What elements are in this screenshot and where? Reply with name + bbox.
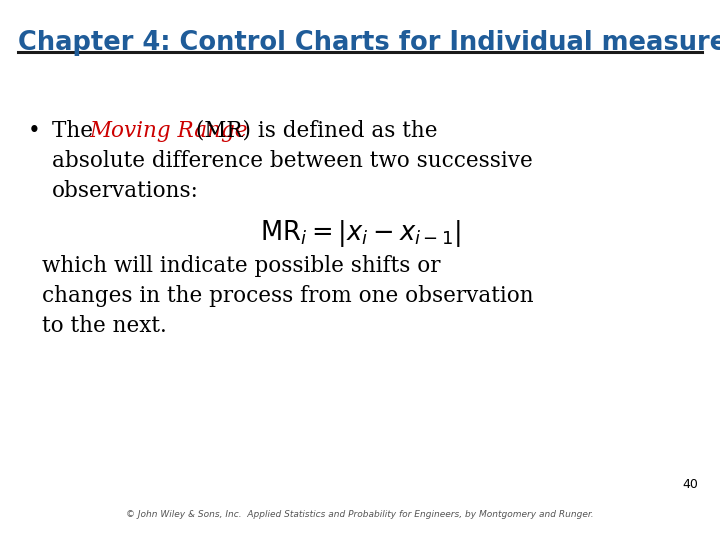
Text: Moving Range: Moving Range [89,120,248,142]
Text: to the next.: to the next. [42,315,167,337]
Text: $\mathrm{MR}_i = |x_i - x_{i-1}|$: $\mathrm{MR}_i = |x_i - x_{i-1}|$ [260,218,461,249]
Text: changes in the process from one observation: changes in the process from one observat… [42,285,534,307]
Text: observations:: observations: [52,180,199,202]
Text: 40: 40 [682,478,698,491]
Text: The: The [52,120,100,142]
Text: which will indicate possible shifts or: which will indicate possible shifts or [42,255,441,277]
Text: •: • [28,120,41,142]
Text: (MR) is defined as the: (MR) is defined as the [189,120,438,142]
Text: Chapter 4: Control Charts for Individual measurements: Chapter 4: Control Charts for Individual… [18,30,720,56]
Text: © John Wiley & Sons, Inc.  Applied Statistics and Probability for Engineers, by : © John Wiley & Sons, Inc. Applied Statis… [126,510,594,519]
Text: absolute difference between two successive: absolute difference between two successi… [52,150,533,172]
